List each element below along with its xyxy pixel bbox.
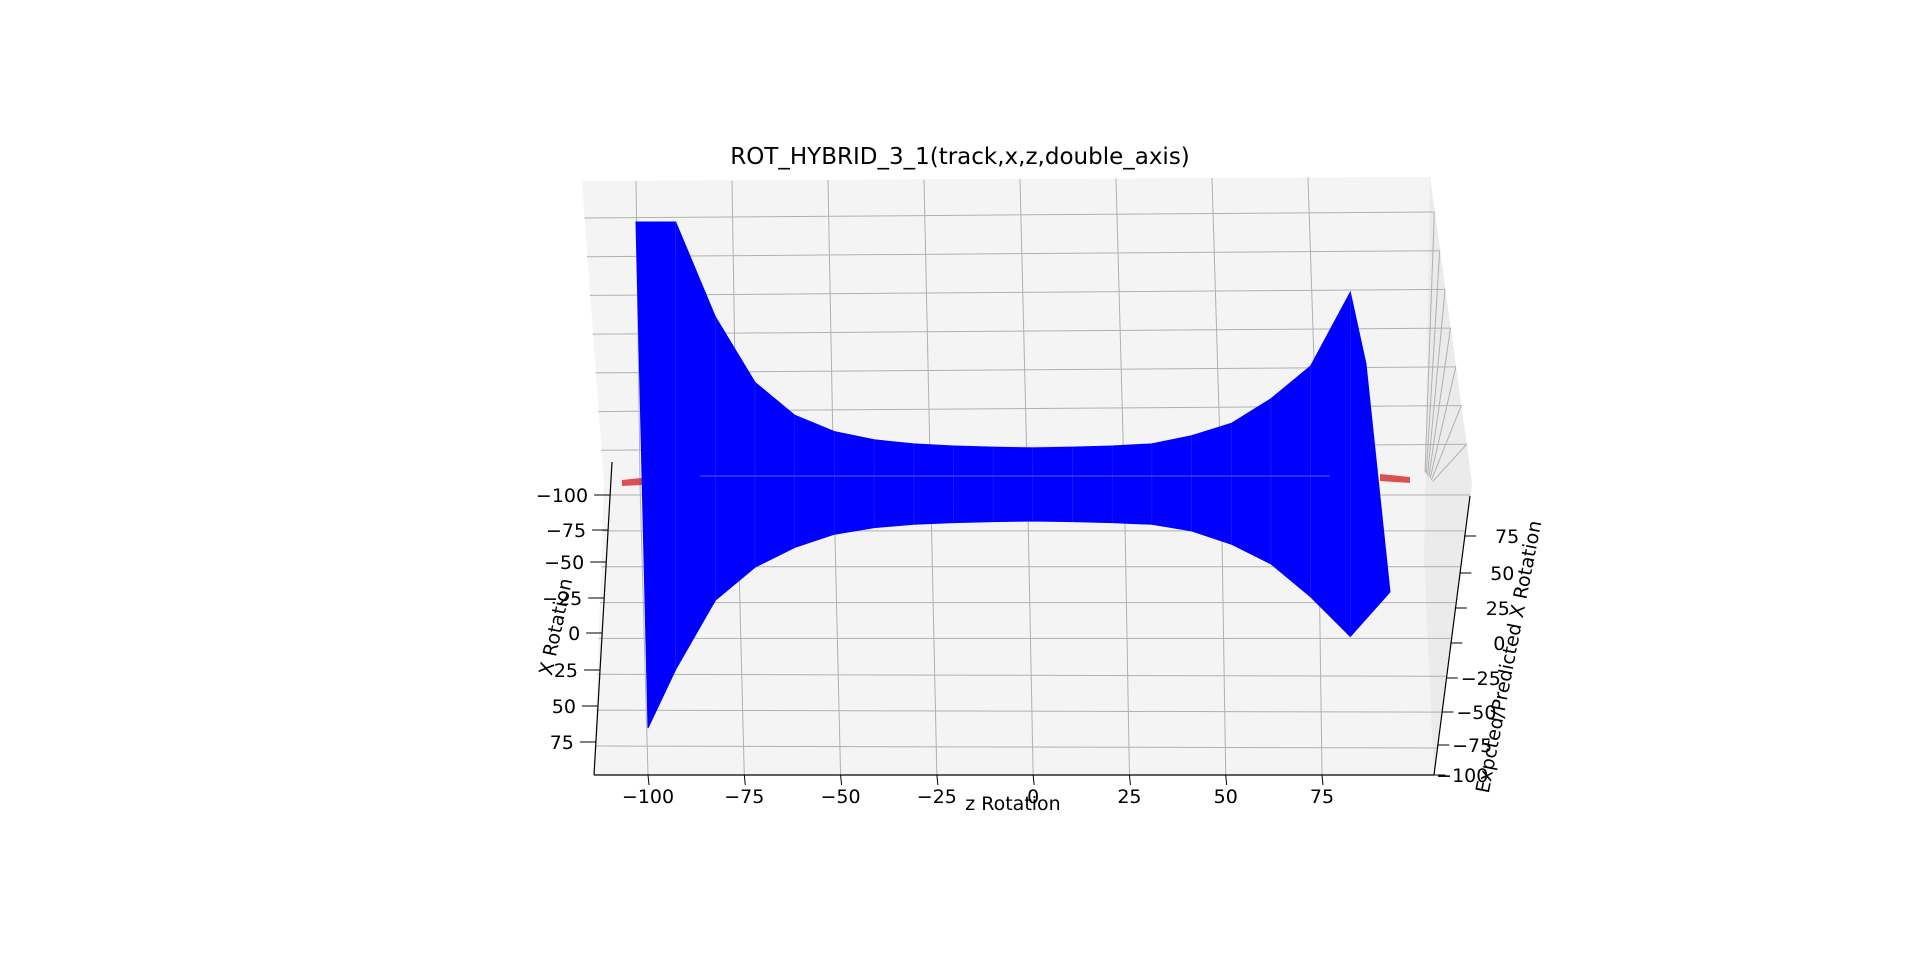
- grid-line: [1424, 211, 1435, 473]
- x-tick-label: 50: [1214, 786, 1238, 808]
- grid-line: [587, 250, 1440, 258]
- y-axis-ticks: −100 −75 −50 −25 0 25 50 75: [536, 485, 611, 754]
- grid-line: [589, 288, 1446, 296]
- z-tick-label: −50: [1456, 702, 1496, 724]
- grid-line: [1123, 482, 1130, 776]
- x-tick-mark: [743, 774, 746, 786]
- grid-line: [930, 482, 938, 776]
- x-tick-label: −100: [622, 786, 674, 808]
- grid-line: [1026, 482, 1034, 776]
- x-tick-label: −75: [724, 786, 764, 808]
- y-tick-label: 75: [550, 732, 574, 754]
- x-tick-label: 25: [1117, 786, 1141, 808]
- x-tick-mark: [840, 774, 843, 786]
- grid-line: [1429, 366, 1457, 479]
- y-tick-label: 25: [554, 660, 578, 682]
- grid-line: [596, 709, 1443, 713]
- x-tick-label: 75: [1310, 786, 1334, 808]
- y-tick-label: 50: [552, 696, 576, 718]
- grid-line: [584, 211, 1435, 219]
- y-tick-label: −75: [546, 520, 586, 542]
- x-axis-ticks: −100 −75 −50 −25 0 25 50 75: [622, 774, 1334, 808]
- x-tick-mark: [1225, 774, 1228, 786]
- x-tick-mark: [1321, 774, 1324, 786]
- z-tick-label: 50: [1490, 563, 1514, 585]
- x-tick-mark: [647, 774, 650, 786]
- red-surface-edge-right: [1380, 474, 1410, 483]
- grid-line: [1427, 289, 1446, 476]
- grid-line: [639, 482, 649, 776]
- blue-surface: [635, 221, 1391, 729]
- z-axis-label: Expcted/Predicted X Rotation: [1472, 519, 1546, 795]
- z-tick-label: 75: [1495, 526, 1519, 548]
- grid-line: [1430, 405, 1462, 481]
- surface-blue: [635, 221, 1391, 729]
- z-tick-label: −25: [1461, 668, 1501, 690]
- z-tick-label: −75: [1452, 735, 1492, 757]
- y-tick-label: 0: [568, 623, 580, 645]
- x-tick-label: −50: [821, 786, 861, 808]
- x-axis-label: z Rotation: [965, 793, 1060, 815]
- z-tick-label: 0: [1493, 633, 1505, 655]
- grid-line: [1428, 328, 1451, 477]
- x-tick-label: −25: [917, 786, 957, 808]
- grid-line: [923, 179, 932, 484]
- x-tick-mark: [1032, 774, 1035, 786]
- z-axis-ticks: −100 −75 −50 −25 0 25 50 75: [1433, 526, 1519, 787]
- grid-line: [1432, 443, 1467, 482]
- z-tick-label: −100: [1436, 765, 1488, 787]
- grid-line: [597, 673, 1448, 677]
- y-axis-line: [593, 461, 613, 776]
- x-tick-mark: [936, 774, 939, 786]
- z-axis-line: [1433, 495, 1471, 776]
- y-tick-label: −50: [544, 552, 584, 574]
- grid-line: [1425, 250, 1441, 474]
- x-tick-mark: [1128, 774, 1131, 786]
- y-tick-label: −100: [536, 485, 588, 507]
- chart-title: ROT_HYBRID_3_1(track,x,z,double_axis): [730, 144, 1190, 170]
- grid-line: [594, 745, 1438, 749]
- grid-line: [592, 327, 1451, 335]
- x-tick-label: 0: [1027, 786, 1039, 808]
- back-pane: [582, 177, 1472, 483]
- z-tick-label: 25: [1486, 598, 1510, 620]
- y-tick-label: −25: [542, 588, 582, 610]
- floor-pane: [594, 483, 1472, 775]
- side-pane: [1424, 177, 1472, 775]
